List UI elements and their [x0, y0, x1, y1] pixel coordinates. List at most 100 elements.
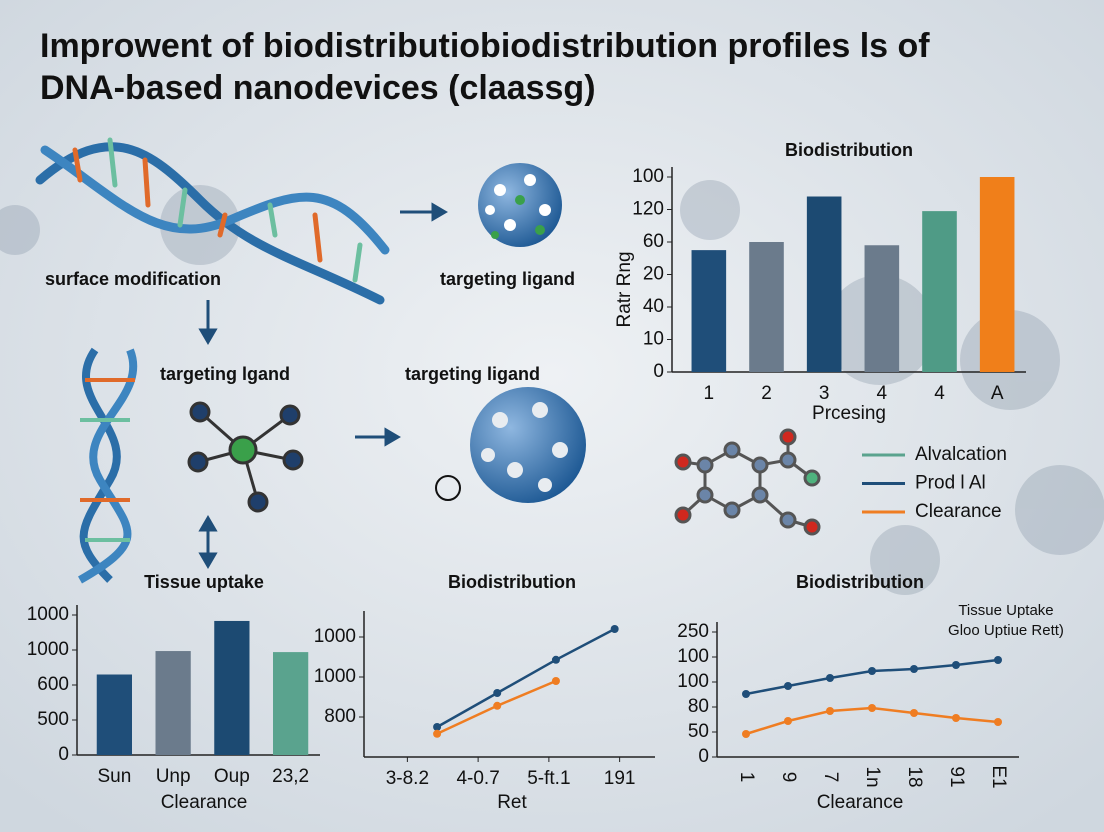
- x-tick-label: 9: [778, 772, 799, 783]
- y-tick-label: 250: [677, 621, 709, 642]
- point: [610, 625, 619, 633]
- x-tick-label: 2: [761, 383, 772, 404]
- x-tick-label: 1n: [862, 766, 883, 787]
- bar: [691, 250, 727, 372]
- point: [493, 689, 502, 697]
- x-tick-label: Unp: [156, 766, 191, 787]
- point: [742, 690, 750, 698]
- x-tick-label: 3-8.2: [386, 768, 429, 789]
- point: [742, 730, 750, 738]
- y-tick-label: 0: [653, 361, 664, 382]
- title-line: DNA-based nanodevices (claassg): [40, 69, 596, 107]
- label: targeting ligand: [440, 269, 575, 289]
- x-tick-label: Oup: [214, 766, 250, 787]
- bar: [96, 674, 132, 755]
- point: [994, 718, 1002, 726]
- charts: Alvalcation Prod l Al Clearance Biodistribu…: [27, 140, 1064, 813]
- annotation: Tissue Uptake: [958, 602, 1053, 619]
- molecule: [187, 401, 304, 513]
- x-tick-label: 91: [946, 766, 967, 787]
- title-line: Improwent of biodistributiobiodistributi…: [40, 27, 930, 65]
- point: [910, 709, 918, 717]
- y-tick-label: 100: [677, 671, 709, 692]
- point: [868, 667, 876, 675]
- x-tick-label: 4: [934, 383, 945, 404]
- label: targeting ligand: [405, 364, 540, 384]
- y-tick-label: 100: [632, 166, 664, 187]
- nanoparticle: [470, 387, 586, 503]
- bar: [214, 620, 250, 755]
- bar: [155, 651, 191, 755]
- point: [952, 714, 960, 722]
- y-tick-label: 0: [698, 746, 709, 767]
- x-tick-label: 1: [704, 383, 715, 404]
- y-tick-label: 40: [643, 296, 664, 317]
- point: [994, 656, 1002, 664]
- y-tick-label: 0: [58, 744, 69, 765]
- dna-helix: [35, 137, 390, 305]
- y-tick-label: 1000: [314, 626, 356, 647]
- point: [952, 661, 960, 669]
- chart-title: Tissue uptake: [144, 572, 264, 592]
- series-line: [436, 627, 616, 729]
- nanoparticle-beads: [481, 402, 568, 492]
- x-tick-label: E1: [988, 765, 1009, 788]
- y-tick-label: 600: [37, 674, 69, 695]
- legend-label: Clearance: [915, 501, 1002, 522]
- y-tick-label: 50: [688, 721, 709, 742]
- x-axis-label: Clearance: [817, 792, 904, 813]
- point: [826, 707, 834, 715]
- y-tick-label: 10: [643, 329, 664, 350]
- x-tick-label: 4-0.7: [456, 768, 499, 789]
- annotation: Gloo Uptiue Rett): [948, 622, 1064, 639]
- arrow: [198, 202, 448, 569]
- point: [868, 704, 876, 712]
- y-tick-label: 80: [688, 696, 709, 717]
- ligand-icon: [435, 475, 461, 501]
- point: [433, 723, 442, 731]
- point: [551, 655, 560, 664]
- chart-title: Biodistribution: [448, 572, 576, 592]
- point: [784, 682, 792, 690]
- point: [433, 729, 442, 738]
- point: [910, 665, 918, 673]
- chart-title: Biodistribution: [785, 140, 913, 160]
- nanoparticle-beads: [485, 174, 551, 231]
- y-tick-label: 100: [677, 646, 709, 667]
- bar: [806, 196, 842, 372]
- x-axis-label: Prcesing: [812, 403, 886, 424]
- bar: [979, 177, 1015, 372]
- y-tick-label: 20: [643, 264, 664, 285]
- legend-label: Alvalcation: [915, 444, 1007, 465]
- y-axis-label: Ratr Rng: [614, 251, 635, 327]
- x-axis-label: Clearance: [161, 792, 248, 813]
- x-tick-label: Sun: [97, 766, 131, 787]
- dna-helix: [78, 347, 138, 584]
- bar: [273, 652, 309, 755]
- molecule: [674, 428, 821, 536]
- bar: [922, 211, 957, 372]
- x-tick-label: 23,2: [272, 766, 309, 787]
- x-axis-label: Ret: [497, 792, 527, 813]
- y-tick-label: 120: [632, 199, 664, 220]
- y-tick-label: 800: [324, 706, 356, 727]
- y-tick-label: 60: [643, 231, 664, 252]
- point: [784, 717, 792, 725]
- x-tick-label: A: [991, 383, 1004, 404]
- nanoparticle-beads: [491, 195, 545, 239]
- y-tick-label: 1000: [27, 604, 69, 625]
- x-tick-label: 1: [736, 772, 757, 783]
- point: [551, 677, 560, 685]
- point: [826, 674, 834, 682]
- x-tick-label: 18: [904, 766, 925, 787]
- chart-title: Biodistribution: [796, 572, 924, 592]
- y-tick-label: 500: [37, 709, 69, 730]
- x-tick-label: 4: [877, 383, 888, 404]
- point: [493, 701, 502, 710]
- bar: [749, 242, 784, 372]
- x-tick-label: 5-ft.1: [527, 768, 570, 789]
- x-tick-label: 3: [819, 383, 830, 404]
- legend-label: Prod l Al: [915, 473, 986, 494]
- y-tick-label: 1000: [27, 639, 69, 660]
